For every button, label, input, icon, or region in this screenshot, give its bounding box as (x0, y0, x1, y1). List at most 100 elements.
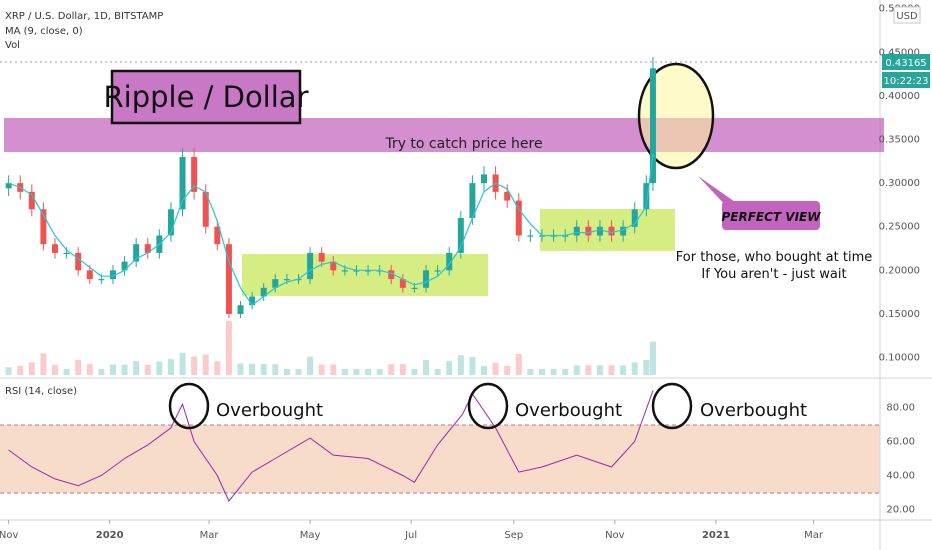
note-line-1: For those, who bought at time (676, 250, 872, 265)
volume-bar-27 (318, 364, 325, 375)
volume-bar-42 (492, 362, 499, 375)
candle-body-18 (214, 226, 221, 245)
current-price-text: 0.43165 (885, 58, 926, 69)
volume-bar-8 (98, 369, 105, 375)
price-tick-3: 0.25000 (879, 222, 920, 233)
candle-body-28 (330, 261, 337, 271)
candle-body-7 (86, 270, 93, 280)
candle-body-41 (481, 174, 488, 184)
volume-bar-35 (411, 369, 418, 375)
candle-body-27 (318, 252, 325, 262)
candle-body-44 (515, 200, 522, 236)
price-tick-1: 0.15000 (879, 309, 920, 320)
volume-bar-21 (249, 363, 256, 375)
legend-rsi: RSI (14, close) (5, 386, 77, 397)
volume-bars (5, 321, 656, 375)
volume-bar-37 (434, 369, 441, 375)
volume-bar-40 (469, 357, 476, 375)
candle-body-56 (649, 68, 656, 184)
time-tick-3: May (300, 530, 321, 541)
volume-bar-18 (214, 361, 221, 375)
volume-bar-29 (341, 369, 348, 375)
candle-body-36 (423, 270, 430, 288)
overbought-label-1: Overbought (216, 400, 323, 421)
time-tick-1: 2020 (96, 530, 124, 541)
volume-bar-1 (17, 365, 24, 375)
candle-body-45 (527, 235, 534, 237)
perfect-view-arrow (698, 176, 738, 208)
volume-bar-53 (620, 365, 627, 375)
volume-bar-13 (156, 361, 163, 375)
volume-bar-47 (550, 369, 557, 375)
candle-body-21 (249, 296, 256, 306)
candle-body-14 (167, 209, 174, 236)
rsi-tick-2: 60.00 (886, 437, 915, 448)
candle-body-0 (5, 183, 12, 189)
candle-body-34 (399, 279, 406, 288)
volume-bar-15 (179, 352, 186, 375)
candle-body-52 (608, 226, 615, 236)
candle-body-40 (469, 183, 476, 219)
price-tick-6: 0.40000 (879, 91, 920, 102)
currency-box[interactable] (893, 6, 921, 24)
candle-body-33 (388, 270, 395, 280)
volume-bar-24 (283, 369, 290, 375)
perfect-view-box (722, 201, 820, 230)
current-price-badge (882, 54, 930, 70)
candle-body-24 (283, 279, 290, 281)
candle-body-35 (411, 287, 418, 289)
volume-bar-30 (353, 369, 360, 375)
candle-body-49 (573, 226, 580, 236)
candle-body-55 (643, 183, 650, 210)
volume-bar-49 (573, 365, 580, 375)
candle-body-9 (109, 270, 116, 280)
overbought-circle-1 (168, 382, 210, 430)
candle-body-53 (620, 226, 627, 236)
candle-body-10 (121, 261, 128, 271)
candle-body-17 (202, 191, 209, 227)
volume-bar-34 (399, 364, 406, 375)
legend-vol: Vol (5, 40, 20, 51)
time-tick-5: Sep (504, 530, 523, 541)
legend-ma: MA (9, close, 0) (5, 26, 83, 37)
volume-bar-55 (643, 360, 650, 375)
volume-bar-7 (86, 364, 93, 375)
time-tick-7: 2021 (702, 530, 730, 541)
spike-ellipse (637, 62, 715, 170)
rsi-tick-3: 80.00 (886, 403, 915, 414)
volume-bar-54 (631, 362, 638, 375)
title-box (110, 69, 302, 125)
volume-bar-32 (376, 369, 383, 375)
rsi-axis-ticks: 20.00 40.00 60.00 80.00 (886, 403, 915, 516)
volume-bar-23 (272, 364, 279, 375)
price-tick-2: 0.20000 (879, 265, 920, 276)
candle-body-32 (376, 270, 383, 272)
volume-bar-10 (121, 364, 128, 375)
candle-body-3 (40, 209, 47, 245)
candle-body-11 (133, 244, 140, 262)
volume-bar-45 (527, 369, 534, 375)
time-axis-ticks: Nov 2020 Mar May Jul Sep Nov 2021 Mar (0, 520, 824, 541)
time-tick-2: Mar (200, 530, 220, 541)
rsi-tick-0: 20.00 (886, 505, 915, 516)
perfect-view-text: PERFECT VIEW (722, 210, 822, 224)
rsi-tick-1: 40.00 (886, 471, 915, 482)
time-tick-4: Jul (404, 530, 417, 541)
volume-bar-48 (562, 369, 569, 375)
volume-bar-31 (365, 369, 372, 375)
time-tick-8: Mar (804, 530, 824, 541)
candle-body-51 (596, 226, 603, 236)
candle-body-16 (191, 156, 198, 192)
candle-body-20 (237, 305, 244, 314)
volume-bar-33 (388, 364, 395, 375)
volume-bar-5 (63, 369, 70, 375)
candle-body-37 (434, 270, 441, 272)
volume-bar-25 (295, 369, 302, 375)
volume-bar-11 (133, 361, 140, 375)
volume-bar-41 (481, 366, 488, 375)
candle-body-2 (28, 191, 35, 210)
rsi-line (8, 390, 654, 502)
legend-symbol: XRP / U.S. Dollar, 1D, BITSTAMP (5, 11, 163, 22)
volume-bar-51 (596, 365, 603, 375)
volume-bar-56 (649, 341, 656, 375)
